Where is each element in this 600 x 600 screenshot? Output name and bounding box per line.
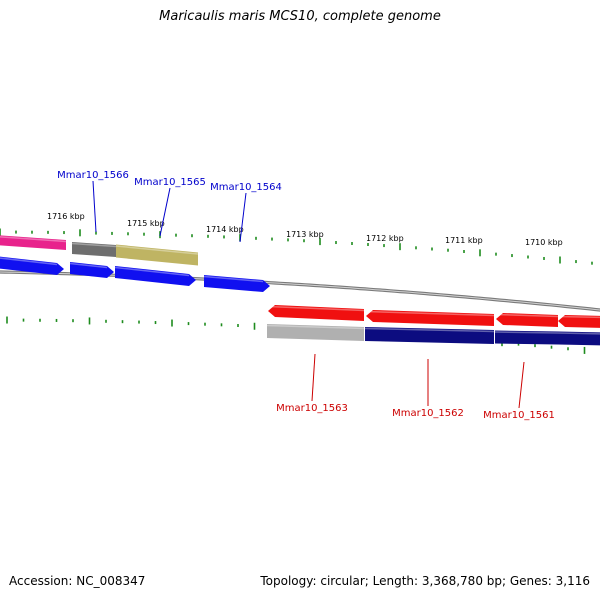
feature-body	[116, 244, 198, 266]
scale-label: 1716 kbp	[47, 212, 85, 221]
gene-label-mmar10-1566: Mmar10_1566	[57, 170, 129, 233]
feature-body	[496, 313, 558, 327]
feature-body	[268, 305, 364, 321]
scale-label: 1711 kbp	[445, 236, 483, 245]
gene-label-text: Mmar10_1562	[392, 408, 464, 419]
scale-label: 1714 kbp	[206, 225, 244, 234]
feature-body	[366, 310, 494, 326]
feature-highlight	[267, 305, 365, 312]
feature-olive-1565	[115, 244, 199, 266]
feature-body	[365, 327, 494, 344]
feature-red-2	[365, 310, 495, 326]
feature-body	[204, 275, 270, 292]
gene-label-text: Mmar10_1564	[210, 182, 282, 193]
feature-body	[495, 330, 558, 345]
feature-highlight	[0, 257, 58, 266]
gene-label-mmar10-1564: Mmar10_1564	[210, 182, 282, 243]
feature-red-1	[267, 305, 365, 321]
feature-navy-1562	[364, 327, 495, 344]
gene-label-mmar10-1562: Mmar10_1562	[392, 359, 464, 419]
feature-body	[558, 331, 600, 346]
gene-leader-line	[92, 180, 97, 233]
feature-highlight	[557, 315, 600, 319]
scale-label: 1712 kbp	[366, 234, 404, 243]
map-title: Maricaulis maris MCS10, complete genome	[159, 9, 441, 24]
feature-blue-2	[69, 262, 114, 278]
feature-highlight	[115, 245, 199, 255]
feature-blue-4	[203, 275, 270, 292]
gene-label-text: Mmar10_1566	[57, 170, 129, 181]
feature-body	[115, 266, 196, 286]
feature-highlight	[69, 262, 108, 269]
feature-highlight	[557, 332, 600, 335]
gene-leader-line	[159, 187, 171, 237]
gene-label-mmar10-1561: Mmar10_1561	[483, 361, 555, 421]
feature-body	[267, 324, 364, 341]
feature-highlight	[0, 236, 67, 243]
scale-label: 1713 kbp	[286, 230, 324, 239]
feature-lightgray-1563	[266, 324, 365, 341]
feature-gray-1566	[71, 242, 117, 257]
gene-label-mmar10-1563: Mmar10_1563	[276, 353, 348, 414]
feature-highlight	[495, 313, 559, 318]
genome-backbone	[0, 270, 600, 312]
feature-highlight	[494, 331, 559, 334]
accession-text: Accession: NC_008347	[9, 574, 146, 588]
gene-label-text: Mmar10_1565	[134, 177, 206, 188]
gene-label-text: Mmar10_1561	[483, 410, 555, 421]
feature-body	[0, 235, 66, 250]
feature-navy-4	[557, 331, 600, 346]
feature-blue-3	[114, 266, 196, 286]
gene-label-text: Mmar10_1563	[276, 403, 348, 414]
feature-body	[558, 315, 600, 328]
feature-magenta	[0, 235, 67, 250]
genome-backbone-highlight	[0, 271, 600, 311]
scale-label: 1710 kbp	[525, 238, 563, 247]
feature-body	[70, 262, 114, 278]
feature-highlight	[364, 327, 495, 333]
feature-body	[72, 242, 116, 257]
feature-body	[0, 256, 64, 275]
gene-leader-line	[518, 361, 525, 409]
scale-label: 1715 kbp	[127, 219, 165, 228]
feature-blue-1	[0, 256, 64, 275]
gene-leader-line	[311, 353, 316, 402]
gene-label-mmar10-1565: Mmar10_1565	[134, 177, 206, 237]
feature-highlight	[266, 324, 365, 330]
feature-highlight	[114, 266, 190, 277]
feature-red-4	[557, 315, 600, 328]
topology-summary: Topology: circular; Length: 3,368,780 bp…	[260, 574, 590, 588]
feature-highlight	[203, 275, 264, 283]
feature-red-3	[495, 313, 559, 327]
feature-highlight	[71, 242, 117, 248]
gene-leader-line	[239, 192, 247, 243]
feature-navy-1561	[494, 330, 559, 345]
feature-highlight	[365, 310, 495, 317]
